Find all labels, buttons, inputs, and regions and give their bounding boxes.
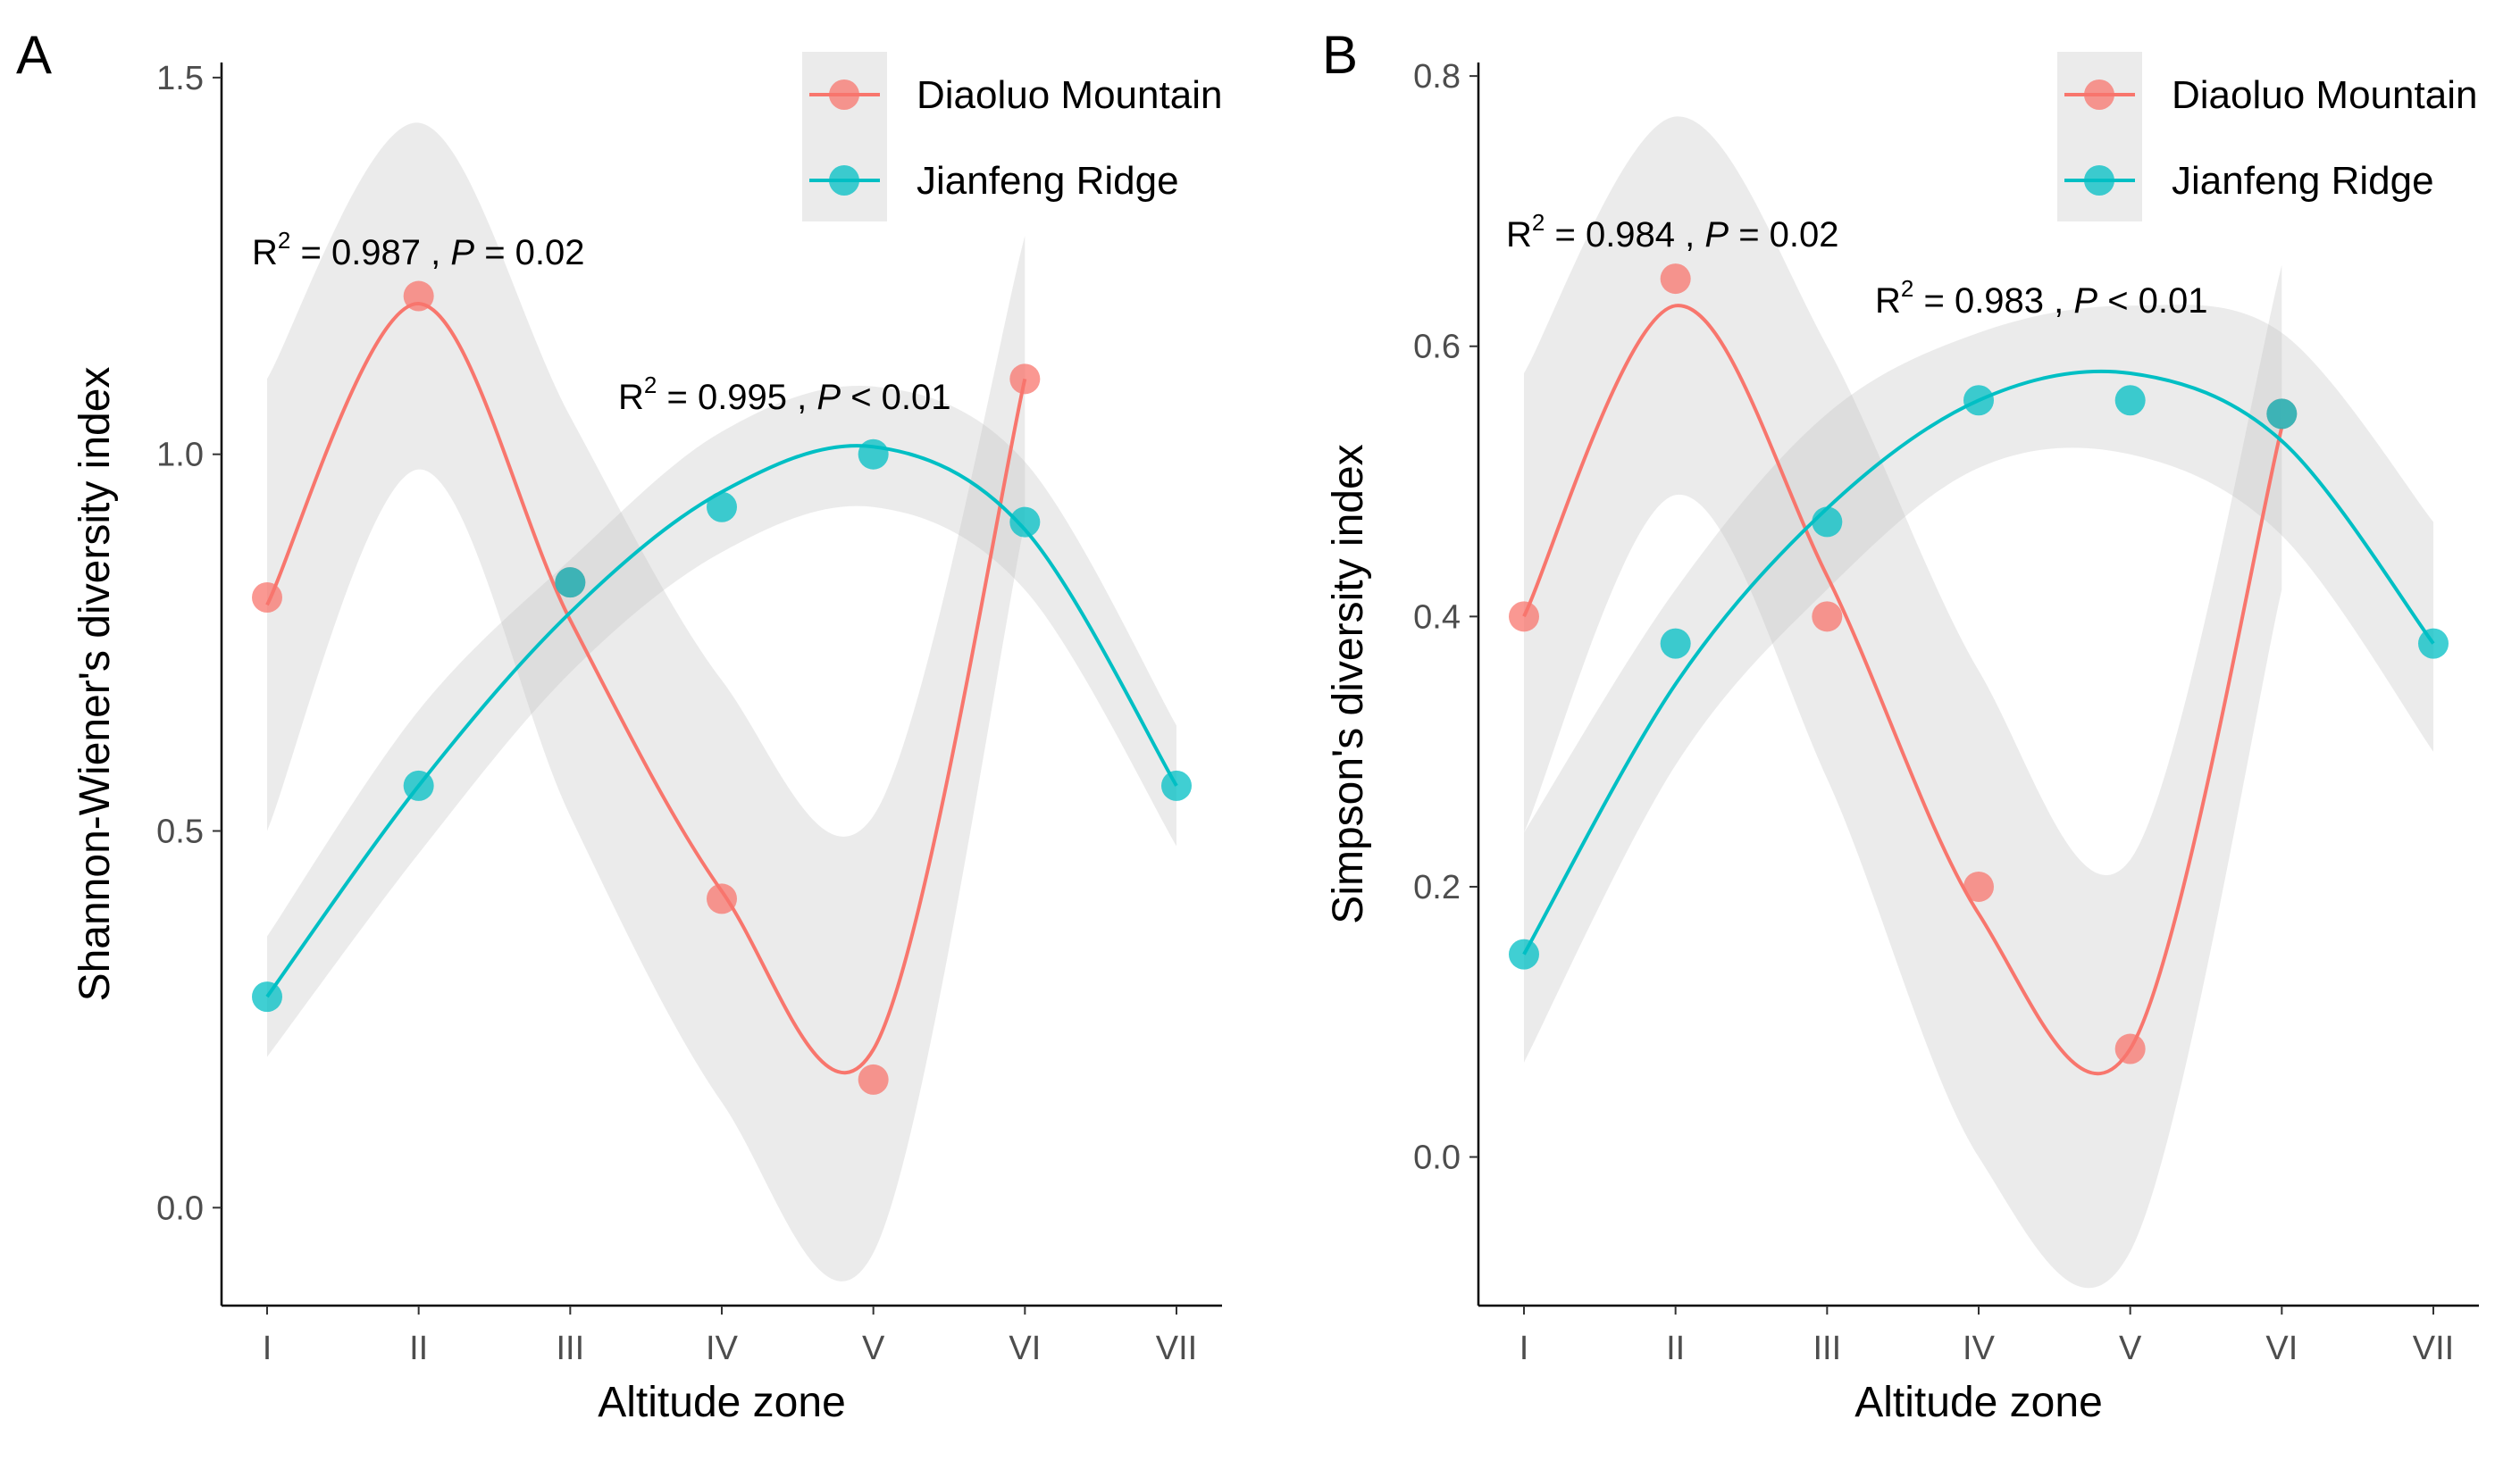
legend-label: Jianfeng Ridge xyxy=(917,159,1179,203)
p-label: P xyxy=(1704,215,1729,255)
data-point-jianfeng xyxy=(1660,628,1691,659)
panel-letter: B xyxy=(1322,25,1358,85)
confidence-band-jianfeng xyxy=(1524,305,2433,1063)
confidence-band-diaoluo xyxy=(1524,116,2282,1289)
r2-value: = 0.983 , xyxy=(1913,281,2073,321)
r2-label: R xyxy=(1875,281,1901,321)
data-point-diaoluo xyxy=(2114,1033,2146,1064)
legend-key-point xyxy=(2084,79,2114,110)
legend-label: Diaoluo Mountain xyxy=(2172,73,2477,117)
fit-annotation: R2 = 0.984 , P = 0.02 xyxy=(1506,209,1839,255)
y-tick-label: 0.0 xyxy=(156,1190,204,1227)
data-point-jianfeng xyxy=(1509,939,1539,970)
x-tick-label: VI xyxy=(2265,1330,2298,1367)
p-value: = 0.02 xyxy=(474,233,584,272)
y-axis-title: Shannon-Wiener's diversity index xyxy=(71,367,119,1002)
fit-annotation: R2 = 0.983 , P < 0.01 xyxy=(1875,275,2208,321)
x-tick-label: IV xyxy=(706,1330,739,1367)
y-tick-label: 0.6 xyxy=(1413,329,1461,366)
data-point-diaoluo xyxy=(858,1064,889,1095)
y-tick-label: 0.4 xyxy=(1413,598,1461,636)
y-axis-title: Simpson's diversity index xyxy=(1325,444,1372,923)
r2-exponent: 2 xyxy=(1901,275,1913,302)
fit-annotation: R2 = 0.987 , P = 0.02 xyxy=(252,227,585,272)
y-tick-label: 0.2 xyxy=(1413,869,1461,906)
x-tick-label: II xyxy=(1666,1330,1685,1367)
y-tick-label: 0.5 xyxy=(156,814,204,851)
x-axis-title: Altitude zone xyxy=(1854,1379,2103,1426)
y-tick-label: 1.0 xyxy=(156,437,204,474)
p-value: = 0.02 xyxy=(1729,215,1838,255)
r2-value: = 0.987 , xyxy=(290,233,450,272)
legend-key-point xyxy=(829,165,859,196)
data-point-jianfeng xyxy=(1963,385,1994,416)
x-tick-label: V xyxy=(2119,1330,2142,1367)
data-point-jianfeng xyxy=(252,981,282,1013)
x-axis-title: Altitude zone xyxy=(598,1379,846,1426)
data-point-jianfeng xyxy=(403,770,434,801)
x-tick-label: III xyxy=(556,1330,584,1367)
x-tick-label: V xyxy=(862,1330,885,1367)
data-point-jianfeng xyxy=(1009,506,1041,538)
panel-letter: A xyxy=(16,25,52,85)
legend-label: Jianfeng Ridge xyxy=(2172,159,2434,203)
data-point-diaoluo xyxy=(403,280,434,312)
p-label: P xyxy=(2073,281,2097,321)
p-value: < 0.01 xyxy=(841,378,950,417)
data-point-jianfeng xyxy=(2114,385,2146,416)
r2-label: R xyxy=(1506,215,1532,255)
fit-line-diaoluo xyxy=(1522,304,2284,1076)
y-tick-label: 0.8 xyxy=(1413,58,1461,96)
legend-key-background xyxy=(2057,52,2142,221)
y-tick-label: 0.0 xyxy=(1413,1140,1461,1177)
fit-line-diaoluo xyxy=(265,301,1027,1075)
data-point-diaoluo xyxy=(1660,263,1691,295)
data-point-diaoluo xyxy=(1812,601,1843,632)
legend: Diaoluo Mountain Jianfeng Ridge xyxy=(802,52,1222,221)
x-tick-label: VI xyxy=(1009,1330,1041,1367)
r2-exponent: 2 xyxy=(644,372,657,398)
legend: Diaoluo Mountain Jianfeng Ridge xyxy=(2057,52,2477,221)
data-point-diaoluo xyxy=(1509,601,1539,632)
x-tick-label: VII xyxy=(1156,1330,1197,1367)
confidence-band-diaoluo xyxy=(267,122,1026,1282)
r2-exponent: 2 xyxy=(278,227,290,254)
x-tick-label: I xyxy=(263,1330,272,1367)
data-point-diaoluo xyxy=(252,581,282,613)
p-label: P xyxy=(450,233,474,272)
y-tick-label: 1.5 xyxy=(156,60,204,97)
legend-key-point xyxy=(2084,165,2114,196)
data-point-jianfeng xyxy=(555,567,586,598)
p-value: < 0.01 xyxy=(2097,281,2207,321)
data-point-jianfeng xyxy=(2266,398,2298,430)
x-tick-label: I xyxy=(1520,1330,1529,1367)
data-point-jianfeng xyxy=(707,491,737,522)
fit-line-jianfeng xyxy=(1522,369,2435,956)
data-point-diaoluo xyxy=(1963,871,1994,902)
legend-key-point xyxy=(829,79,859,110)
r2-label: R xyxy=(618,378,644,417)
r2-exponent: 2 xyxy=(1532,209,1545,236)
x-tick-label: VII xyxy=(2413,1330,2454,1367)
legend-label: Diaoluo Mountain xyxy=(917,73,1222,117)
data-point-jianfeng xyxy=(1812,506,1843,538)
data-point-diaoluo xyxy=(707,883,737,914)
r2-label: R xyxy=(252,233,278,272)
x-tick-label: IV xyxy=(1963,1330,1996,1367)
data-point-jianfeng xyxy=(858,438,889,470)
data-point-diaoluo xyxy=(1009,363,1041,395)
x-tick-label: II xyxy=(409,1330,428,1367)
data-point-jianfeng xyxy=(2418,628,2449,659)
r2-value: = 0.984 , xyxy=(1545,215,1704,255)
p-label: P xyxy=(816,378,841,417)
data-point-jianfeng xyxy=(1161,770,1192,801)
x-tick-label: III xyxy=(1813,1330,1841,1367)
r2-value: = 0.995 , xyxy=(657,378,816,417)
fit-annotation: R2 = 0.995 , P < 0.01 xyxy=(618,372,951,417)
legend-key-background xyxy=(802,52,887,221)
